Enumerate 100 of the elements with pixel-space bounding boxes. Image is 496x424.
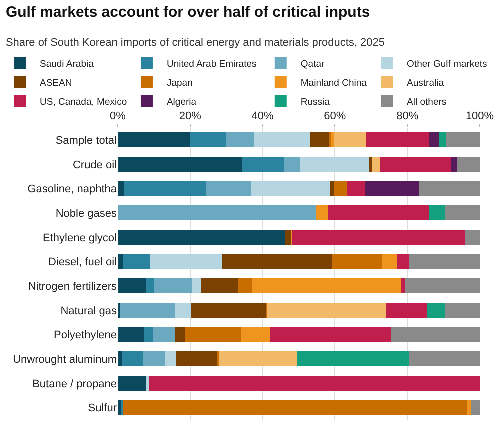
y-tick-label: Ethylene glycol [43,232,117,244]
bar [191,302,266,318]
bar [146,278,154,294]
y-tick-label: Natural gas [60,305,118,318]
bar [405,278,480,294]
bar [409,254,480,270]
bar [118,181,125,196]
bar [176,352,218,367]
bar [150,254,222,270]
y-tick-label: Polyethylene [54,330,117,342]
bar [332,254,382,270]
bar [144,352,166,367]
bar [380,156,452,172]
bar [123,254,150,270]
chart-title: Gulf markets account for over half of critical inputs [6,4,370,21]
bar [429,132,440,148]
y-tick-label: Diesel, fuel oil [48,256,117,269]
bar [446,302,480,318]
legend-label: Saudi Arabia [40,58,95,70]
bar [184,327,242,342]
bar [190,132,227,148]
y-tick-label: Nitrogen fertilizers [28,281,118,294]
bar [252,278,402,294]
bar [118,254,124,270]
bar [149,376,480,392]
bar [146,376,150,392]
bar [366,181,420,196]
bar [310,132,330,148]
bar [241,327,270,342]
bar [118,156,242,172]
x-tick-label: 20% [179,110,202,123]
bar [144,327,154,342]
bar [175,327,185,342]
bar [118,400,122,416]
bar [298,352,410,367]
bar [465,230,480,246]
bar [123,400,467,416]
bar [330,181,334,196]
bar [397,254,410,270]
y-tick-label: Butane / propane [32,378,117,390]
bar [334,181,347,196]
x-tick-label: 80% [396,110,419,123]
bar [118,352,122,367]
bar [220,352,298,367]
bar [451,156,458,172]
bar [429,206,446,221]
y-tick-label: Sample total [56,135,117,148]
bar [165,352,176,367]
bar [118,230,286,246]
bar [124,181,207,196]
bar [154,278,193,294]
bar [368,156,372,172]
bar [472,400,480,416]
bar [386,302,427,318]
bar [292,230,466,246]
y-tick-label: Noble gases [56,208,118,220]
bar [372,156,380,172]
legend-label: Mainland China [300,78,368,89]
legend-label: Russia [300,96,331,108]
legend-label: Algeria [166,96,198,108]
legend-label: United Arab Emirates [166,58,257,70]
bar [122,352,144,367]
bar [401,278,406,294]
bar [426,302,446,318]
bar [268,302,387,318]
bar [300,156,369,172]
bar [284,156,300,172]
x-tick-label: 40% [252,110,274,123]
bar [286,230,292,246]
bar [242,156,284,172]
bar [439,132,447,148]
bar [254,132,310,148]
bar [192,278,202,294]
bar [217,352,220,367]
bar [222,254,333,270]
x-tick-label: 100% [466,110,494,123]
bar [328,206,430,221]
bar [446,132,480,148]
bar [334,132,366,148]
bar [420,181,480,196]
bar [390,327,480,342]
bar [346,181,366,196]
y-tick-label: Gasoline, naphtha [28,184,118,196]
bar [329,132,332,148]
legend-label: Australia [407,78,445,89]
bar [118,278,147,294]
legend-label: Qatar [300,58,325,70]
bar [226,132,254,148]
bar [466,400,472,416]
y-tick-label: Sulfur [88,402,118,415]
bar [409,352,480,367]
bar [201,278,238,294]
x-tick-label: 0% [110,110,126,123]
bar [118,376,147,392]
x-tick-label: 60% [324,110,346,123]
bar [238,278,252,294]
bar [118,206,317,221]
bar [270,327,391,342]
legend-label: All others [407,96,447,108]
y-tick-label: Unwrought aluminum [13,354,117,366]
